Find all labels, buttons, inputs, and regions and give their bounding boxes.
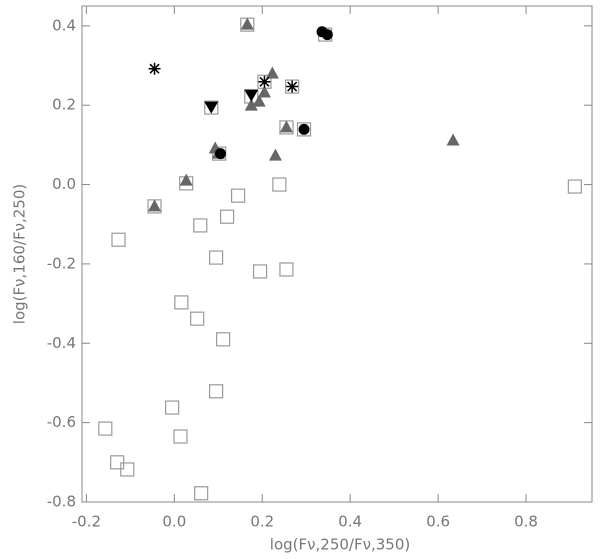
y-tick-label: 0.2 [52,96,76,114]
triangle-marker [240,17,254,30]
y-tick-label: -0.6 [47,413,76,431]
y-tick-label: -0.2 [47,254,76,272]
y-tick-label: 0.4 [52,16,76,34]
asterisk-marker [258,75,271,88]
y-tick-label: -0.8 [47,493,76,511]
y-tick-label: 0.0 [52,175,76,193]
triangle-marker [257,85,271,98]
plot-frame [81,5,593,503]
down-triangle-marker [204,101,219,114]
square-marker [296,122,312,137]
square-marker [110,455,125,470]
square-marker [252,264,268,279]
y-tick-label: -0.4 [47,334,76,352]
square-marker [230,188,246,203]
asterisk-marker [148,62,161,75]
square-marker [120,462,135,477]
triangle-marker [279,120,293,133]
triangle-marker [244,98,258,111]
triangle-marker [179,173,193,186]
x-tick-label: 0.2 [250,513,274,531]
asterisk-marker [286,80,299,93]
triangle-marker [148,199,162,212]
x-tick-label: 0.6 [426,513,450,531]
square-marker [272,177,287,192]
square-marker [216,332,231,347]
x-axis-label: log(Fν,250/Fν,350) [270,536,410,554]
square-marker [111,232,126,247]
square-marker [279,262,294,277]
square-marker [165,400,180,415]
square-marker [190,311,205,326]
x-tick-label: -0.2 [72,513,101,531]
triangle-marker [265,66,279,79]
square-marker [285,79,300,94]
x-tick-label: 0.8 [514,513,538,531]
square-marker [567,179,582,194]
square-marker [174,295,189,310]
square-marker [193,218,208,233]
square-marker [204,100,219,115]
circle-marker [321,29,333,41]
square-marker [208,250,224,265]
triangle-marker [252,94,266,107]
square-marker [173,429,188,444]
triangle-marker [446,133,460,146]
triangle-marker [268,148,282,161]
circle-marker [214,148,226,160]
y-axis-label: log(Fν,160/Fν,250) [11,184,29,324]
x-tick-label: 0.0 [162,513,186,531]
square-marker [194,486,209,501]
x-tick-label: 0.4 [338,513,362,531]
square-marker [219,209,235,224]
square-marker [208,384,224,399]
down-triangle-marker [244,89,259,102]
square-marker [98,421,113,436]
circle-marker [298,123,310,135]
